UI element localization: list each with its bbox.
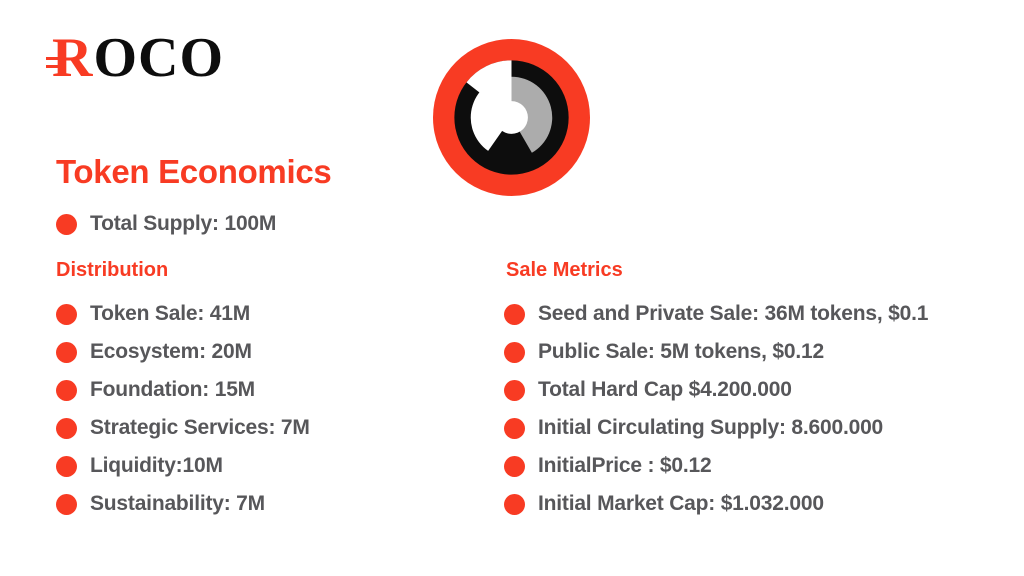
list-item-label: Public Sale: 5M tokens, $0.12: [538, 340, 824, 363]
list-item: Total Hard Cap $4.200.000: [504, 371, 928, 409]
list-item-label: InitialPrice : $0.12: [538, 454, 712, 477]
sale-metrics-list: Seed and Private Sale: 36M tokens, $0.1 …: [504, 295, 928, 523]
list-item-label: Seed and Private Sale: 36M tokens, $0.1: [538, 302, 929, 325]
list-item: Strategic Services: 7M: [56, 409, 310, 447]
list-item-label: Total Hard Cap $4.200.000: [538, 378, 792, 401]
list-item: Liquidity:10M: [56, 447, 310, 485]
bullet-icon: [56, 303, 77, 325]
bullet-icon: [504, 379, 525, 401]
bullet-icon: [56, 213, 77, 235]
list-item-label: Token Sale: 41M: [90, 302, 250, 325]
list-item-label: Ecosystem: 20M: [90, 340, 252, 363]
bullet-icon: [56, 379, 77, 401]
distribution-list: Token Sale: 41M Ecosystem: 20M Foundatio…: [56, 295, 310, 523]
list-item: Initial Circulating Supply: 8.600.000: [504, 409, 928, 447]
bullet-icon: [504, 303, 525, 325]
brand-logo-text: OCO: [93, 27, 225, 89]
bullet-icon: [56, 455, 77, 477]
list-item-label: Initial Market Cap: $1.032.000: [538, 492, 824, 515]
bullet-icon: [504, 341, 525, 363]
bullet-icon: [504, 493, 525, 515]
logo-crossbar-icon: [46, 57, 62, 60]
logo-crossbar-icon: [46, 65, 62, 68]
list-item: Foundation: 15M: [56, 371, 310, 409]
list-item: InitialPrice : $0.12: [504, 447, 928, 485]
brand-logo: R OCO: [46, 27, 225, 89]
list-item: Initial Market Cap: $1.032.000: [504, 485, 928, 523]
list-item-label: Liquidity:10M: [90, 454, 223, 477]
list-item: Seed and Private Sale: 36M tokens, $0.1: [504, 295, 928, 333]
list-item-label: Sustainability: 7M: [90, 492, 265, 515]
bullet-icon: [504, 455, 525, 477]
donut-chart-logo-icon: [432, 38, 591, 197]
brand-logo-r: R: [46, 30, 93, 86]
bullet-icon: [56, 493, 77, 515]
total-supply-item: Total Supply: 100M: [56, 205, 276, 243]
list-item: Token Sale: 41M: [56, 295, 310, 333]
sale-metrics-heading: Sale Metrics: [506, 259, 623, 281]
list-item: Ecosystem: 20M: [56, 333, 310, 371]
page-title: Token Economics: [56, 153, 332, 190]
list-item-label: Strategic Services: 7M: [90, 416, 310, 439]
bullet-icon: [56, 417, 77, 439]
list-item: Public Sale: 5M tokens, $0.12: [504, 333, 928, 371]
bullet-icon: [56, 341, 77, 363]
total-supply-label: Total Supply: 100M: [90, 212, 277, 235]
list-item-label: Initial Circulating Supply: 8.600.000: [538, 416, 884, 439]
bullet-icon: [504, 417, 525, 439]
list-item: Sustainability: 7M: [56, 485, 310, 523]
list-item-label: Foundation: 15M: [90, 378, 255, 401]
distribution-heading: Distribution: [56, 259, 169, 281]
